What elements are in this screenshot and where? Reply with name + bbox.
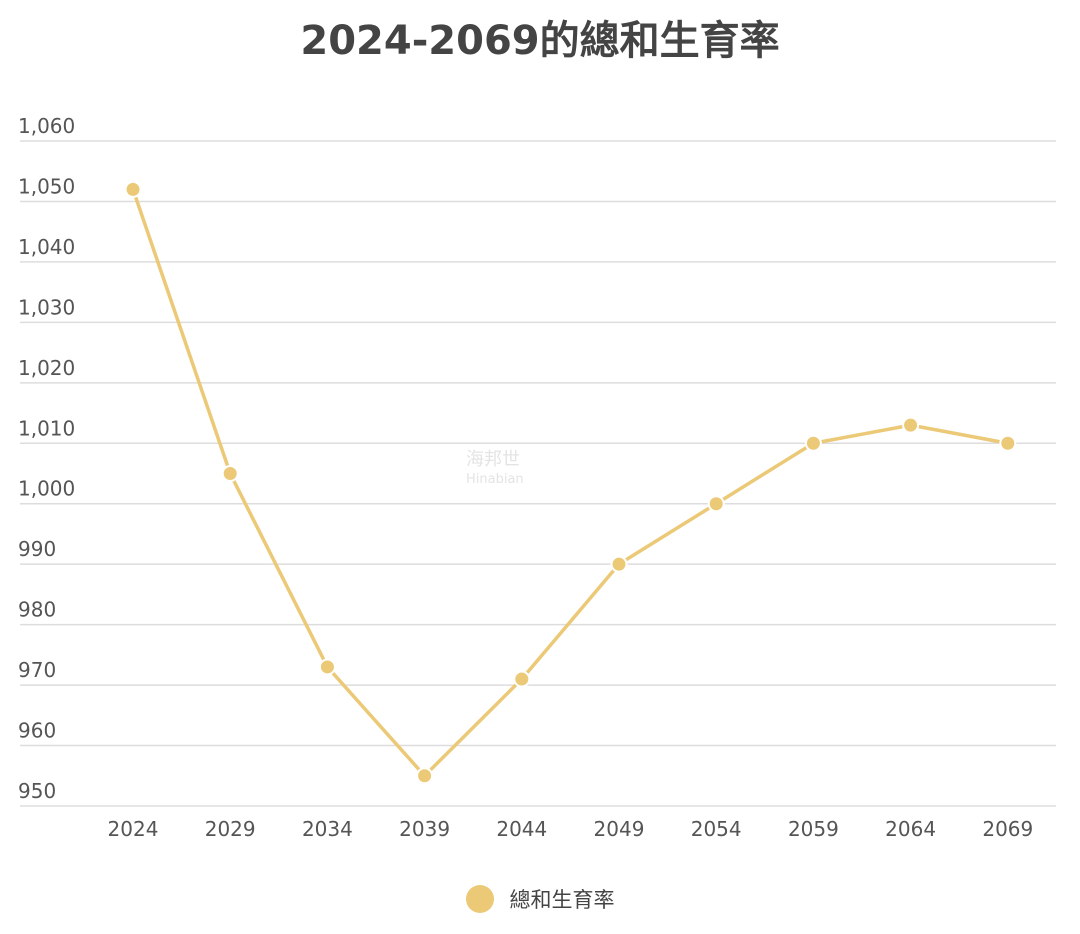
data-point[interactable] <box>318 658 336 676</box>
legend-label: 總和生育率 <box>509 888 615 912</box>
y-tick-label: 1,020 <box>18 356 75 380</box>
y-tick-label: 1,030 <box>18 295 75 319</box>
y-tick-label: 1,010 <box>18 416 75 440</box>
watermark-subtext: Hinabian <box>466 472 524 487</box>
chart-title: 2024-2069的總和生育率 <box>300 18 780 64</box>
data-point[interactable] <box>804 434 822 452</box>
y-tick-label: 950 <box>18 779 56 803</box>
series-layer <box>124 180 1017 785</box>
data-point[interactable] <box>513 670 531 688</box>
data-point[interactable] <box>610 555 628 573</box>
y-tick-label: 990 <box>18 537 56 561</box>
data-point[interactable] <box>999 434 1017 452</box>
watermark: 海邦世 Hinabian <box>466 450 524 490</box>
legend: 總和生育率 <box>0 884 1080 917</box>
x-tick-label: 2034 <box>302 817 353 841</box>
series-line <box>131 188 1009 778</box>
y-axis-ticks: 950 960 970 980 990 1,000 1,010 1,020 1,030 1,040… <box>18 114 75 803</box>
y-tick-label: 1,000 <box>18 477 75 501</box>
y-tick-label: 970 <box>18 658 56 682</box>
data-point[interactable] <box>221 465 239 482</box>
x-tick-label: 2059 <box>788 817 839 841</box>
x-tick-label: 2049 <box>594 817 645 841</box>
data-point[interactable] <box>707 495 725 513</box>
legend-swatch <box>465 885 494 913</box>
x-tick-label: 2054 <box>691 817 742 841</box>
x-tick-label: 2069 <box>982 817 1033 841</box>
watermark-text: 海邦世 <box>466 449 520 470</box>
y-tick-label: 1,060 <box>18 114 75 138</box>
data-point[interactable] <box>416 767 434 785</box>
y-tick-label: 1,040 <box>18 235 75 259</box>
x-tick-label: 2064 <box>885 817 936 841</box>
data-point[interactable] <box>902 416 920 434</box>
x-tick-label: 2029 <box>205 817 256 841</box>
x-tick-label: 2024 <box>108 817 159 841</box>
x-tick-label: 2039 <box>399 817 450 841</box>
y-tick-label: 980 <box>18 598 56 622</box>
y-tick-label: 1,050 <box>18 174 75 198</box>
gridlines <box>20 140 1056 807</box>
x-axis-ticks: 2024 2029 2034 2039 2044 2049 2054 2059 2064 2069 <box>108 817 1034 841</box>
data-point[interactable] <box>124 180 142 198</box>
y-tick-label: 960 <box>18 719 56 743</box>
x-tick-label: 2044 <box>496 817 547 841</box>
